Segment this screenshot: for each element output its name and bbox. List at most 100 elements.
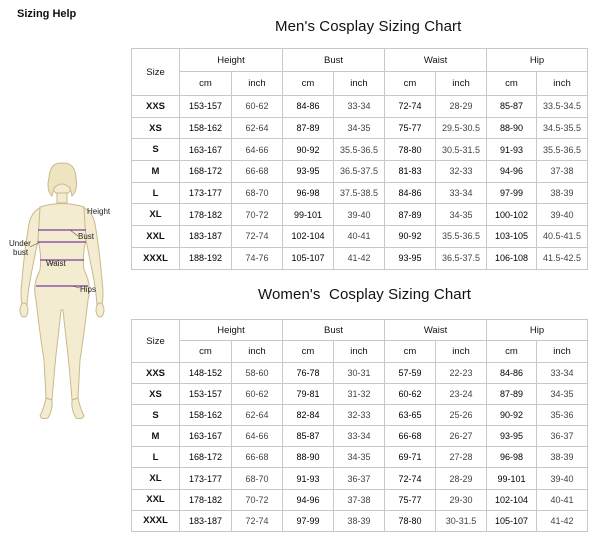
table-row: L 173-177 68-70 96-98 37.5-38.5 84-86 33…	[131, 181, 589, 205]
unit-header: inch	[536, 71, 589, 96]
table-row: XS 158-162 62-64 87-89 34-35 75-77 29.5-…	[131, 116, 589, 140]
value-cell: 33-34	[332, 95, 386, 118]
size-label: L	[131, 181, 180, 205]
value-cell: 78-80	[384, 138, 437, 162]
value-cell: 58-60	[231, 361, 283, 385]
value-cell: 102-104	[282, 225, 334, 248]
value-cell: 183-187	[179, 509, 232, 532]
value-cell: 34-35	[435, 203, 488, 227]
table-row: S 163-167 64-66 90-92 35.5-36.5 78-80 30…	[131, 138, 589, 162]
value-cell: 23-24	[435, 383, 488, 406]
value-cell: 41-42	[332, 246, 386, 270]
value-cell: 96-98	[486, 446, 538, 469]
value-cell: 84-86	[486, 361, 538, 385]
body-silhouette-illustration	[19, 162, 105, 420]
unit-header: inch	[231, 71, 283, 96]
value-cell: 102-104	[486, 488, 538, 511]
value-cell: 62-64	[231, 116, 283, 140]
value-cell: 39-40	[536, 467, 589, 490]
value-cell: 40-41	[332, 225, 386, 248]
value-cell: 33-34	[435, 181, 488, 205]
size-label: XXXL	[131, 246, 180, 270]
value-cell: 35.5-36.5	[435, 225, 488, 248]
unit-header: cm	[486, 340, 538, 363]
table-row: XXL 178-182 70-72 94-96 37-38 75-77 29-3…	[131, 488, 589, 511]
value-cell: 97-99	[486, 181, 538, 205]
table-row: XXXL 188-192 74-76 105-107 41-42 93-95 3…	[131, 246, 589, 270]
unit-header: cm	[486, 71, 538, 96]
value-cell: 87-89	[282, 116, 334, 140]
value-cell: 35.5-36.5	[332, 138, 386, 162]
value-cell: 75-77	[384, 488, 437, 511]
unit-header: inch	[231, 340, 283, 363]
value-cell: 36.5-37.5	[332, 160, 386, 183]
value-cell: 39-40	[332, 203, 386, 227]
value-cell: 28-29	[435, 467, 488, 490]
table-row: M 163-167 64-66 85-87 33-34 66-68 26-27 …	[131, 425, 589, 448]
value-cell: 84-86	[282, 95, 334, 118]
value-cell: 88-90	[282, 446, 334, 469]
value-cell: 69-71	[384, 446, 437, 469]
unit-header: cm	[282, 71, 334, 96]
bust-group-header: Bust	[281, 319, 386, 341]
size-label: XXL	[131, 225, 180, 248]
value-cell: 91-93	[486, 138, 538, 162]
value-cell: 36.5-37.5	[435, 246, 488, 270]
value-cell: 41-42	[536, 509, 589, 532]
value-cell: 63-65	[384, 404, 437, 427]
height-group-header: Height	[179, 48, 283, 72]
table-row: XXS 148-152 58-60 76-78 30-31 57-59 22-2…	[131, 361, 589, 385]
value-cell: 158-162	[179, 116, 232, 140]
value-cell: 35-36	[536, 404, 589, 427]
table-row: M 168-172 66-68 93-95 36.5-37.5 81-83 32…	[131, 160, 589, 183]
value-cell: 93-95	[384, 246, 437, 270]
table-row: XS 153-157 60-62 79-81 31-32 60-62 23-24…	[131, 383, 589, 406]
women-chart-title: Women's Cosplay Sizing Chart	[258, 286, 472, 303]
value-cell: 29.5-30.5	[435, 116, 488, 140]
value-cell: 34-35	[536, 383, 589, 406]
value-cell: 76-78	[282, 361, 334, 385]
size-label: XL	[131, 467, 180, 490]
value-cell: 97-99	[282, 509, 334, 532]
women-sizing-table: Size Height Bust Waist Hip cm inch cm in…	[131, 319, 589, 532]
value-cell: 68-70	[231, 467, 283, 490]
value-cell: 87-89	[486, 383, 538, 406]
size-label: L	[131, 446, 180, 469]
value-cell: 37.5-38.5	[332, 181, 386, 205]
value-cell: 105-107	[282, 246, 334, 270]
value-cell: 60-62	[231, 95, 283, 118]
size-label: XS	[131, 116, 180, 140]
waist-label: Waist	[46, 259, 66, 268]
value-cell: 99-101	[486, 467, 538, 490]
value-cell: 82-84	[282, 404, 334, 427]
value-cell: 72-74	[231, 509, 283, 532]
size-label: M	[131, 160, 180, 183]
value-cell: 72-74	[384, 467, 437, 490]
value-cell: 75-77	[384, 116, 437, 140]
value-cell: 168-172	[179, 160, 232, 183]
value-cell: 38-39	[332, 509, 386, 532]
value-cell: 29-30	[435, 488, 488, 511]
value-cell: 62-64	[231, 404, 283, 427]
value-cell: 81-83	[384, 160, 437, 183]
value-cell: 148-152	[179, 361, 232, 385]
value-cell: 39-40	[536, 203, 589, 227]
value-cell: 35.5-36.5	[536, 138, 589, 162]
value-cell: 38-39	[536, 181, 589, 205]
page-title: Sizing Help	[17, 8, 77, 20]
size-label: XXXL	[131, 509, 180, 532]
value-cell: 70-72	[231, 203, 283, 227]
value-cell: 93-95	[282, 160, 334, 183]
value-cell: 32-33	[332, 404, 386, 427]
value-cell: 168-172	[179, 446, 232, 469]
body-figure: Height Bust Under bust Waist Hips	[0, 160, 130, 430]
value-cell: 34-35	[332, 446, 386, 469]
value-cell: 72-74	[231, 225, 283, 248]
value-cell: 26-27	[435, 425, 488, 448]
table-row: XXXL 183-187 72-74 97-99 38-39 78-80 30-…	[131, 509, 589, 532]
value-cell: 96-98	[282, 181, 334, 205]
value-cell: 90-92	[282, 138, 334, 162]
height-group-header: Height	[179, 319, 283, 341]
table-row: XXS 153-157 60-62 84-86 33-34 72-74 28-2…	[131, 95, 589, 118]
value-cell: 90-92	[486, 404, 538, 427]
